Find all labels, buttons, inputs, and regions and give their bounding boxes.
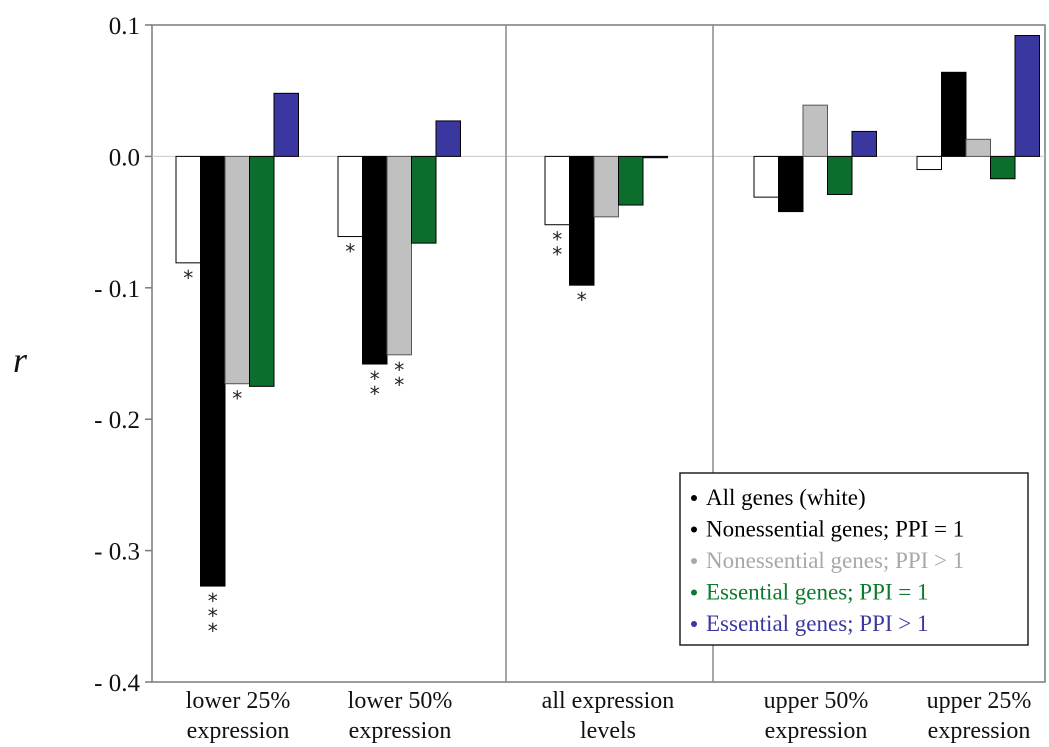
significance-label: * * bbox=[394, 358, 404, 397]
significance-label: * bbox=[345, 240, 355, 264]
significance-label: * * bbox=[370, 367, 380, 406]
bar bbox=[642, 155, 668, 159]
plot-frame bbox=[151, 24, 1046, 683]
bar bbox=[990, 155, 1016, 180]
legend-entry: Nonessential genes; PPI = 1 bbox=[706, 517, 964, 542]
bar bbox=[249, 155, 275, 387]
legend-entry: Nonessential genes; PPI > 1 bbox=[706, 548, 964, 573]
y-tick-label: 0.1 bbox=[109, 13, 140, 40]
y-tick-label: 0.0 bbox=[109, 144, 140, 171]
significance-label: * * bbox=[552, 228, 562, 267]
legend-entry: Essential genes; PPI > 1 bbox=[706, 611, 929, 636]
category-label: expression bbox=[765, 718, 868, 744]
legend-bullet bbox=[691, 589, 697, 596]
legend-bullet bbox=[691, 495, 697, 501]
bar bbox=[175, 155, 201, 264]
bar bbox=[593, 155, 619, 218]
significance-label: * * * bbox=[208, 589, 218, 643]
y-axis-label: r bbox=[13, 340, 28, 380]
bar bbox=[224, 155, 250, 385]
bar bbox=[273, 92, 299, 157]
y-tick-label: - 0.1 bbox=[94, 276, 140, 303]
bar bbox=[965, 138, 991, 157]
category-label: levels bbox=[580, 718, 636, 744]
bar bbox=[618, 155, 644, 206]
bar bbox=[362, 155, 388, 365]
y-tick-label: - 0.4 bbox=[94, 670, 140, 697]
bar bbox=[435, 120, 461, 157]
bar bbox=[1014, 35, 1040, 157]
bar bbox=[569, 155, 595, 286]
bar bbox=[827, 155, 853, 196]
bar bbox=[411, 155, 437, 244]
legend-bullet bbox=[691, 621, 697, 627]
y-tick-label: - 0.2 bbox=[94, 407, 140, 434]
bar bbox=[941, 71, 967, 157]
bar bbox=[200, 155, 226, 587]
significance-label: * bbox=[232, 387, 242, 411]
category-label: upper 25% bbox=[927, 688, 1032, 714]
category-label: upper 50% bbox=[764, 688, 869, 714]
category-label: expression bbox=[928, 718, 1031, 744]
category-label: expression bbox=[349, 718, 452, 744]
bar bbox=[802, 104, 828, 157]
legend-entry: Essential genes; PPI = 1 bbox=[706, 580, 929, 605]
significance-label: * bbox=[577, 288, 587, 312]
category-label: lower 25% bbox=[186, 688, 291, 714]
legend-bullet bbox=[691, 526, 697, 533]
bar bbox=[851, 130, 877, 157]
bar bbox=[778, 155, 804, 213]
bar bbox=[916, 155, 942, 171]
category-label: lower 50% bbox=[348, 688, 453, 714]
y-tick-label: - 0.3 bbox=[94, 539, 140, 566]
bar bbox=[753, 155, 779, 198]
category-label: expression bbox=[187, 718, 290, 744]
bar bbox=[386, 155, 412, 356]
bar bbox=[337, 155, 363, 238]
legend-box bbox=[679, 472, 1029, 646]
significance-label: * bbox=[183, 266, 193, 290]
legend-bullet bbox=[691, 558, 697, 564]
legend-entry: All genes (white) bbox=[706, 485, 866, 510]
category-label: all expression bbox=[542, 688, 675, 714]
bar bbox=[544, 155, 570, 226]
